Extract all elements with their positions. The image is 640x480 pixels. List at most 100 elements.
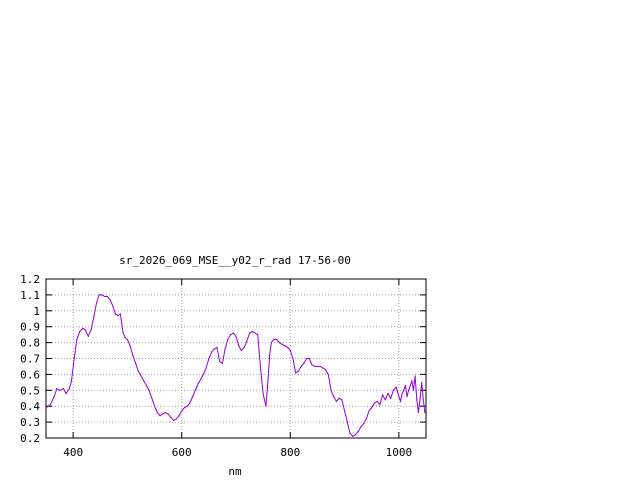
data-point bbox=[65, 392, 67, 395]
data-point bbox=[251, 330, 253, 333]
data-point bbox=[408, 389, 410, 391]
data-point bbox=[330, 389, 332, 391]
data-point bbox=[414, 375, 416, 377]
data-point bbox=[68, 388, 70, 390]
data-point bbox=[145, 384, 148, 387]
data-point bbox=[357, 431, 359, 433]
y-tick-label: 0.7 bbox=[20, 353, 40, 366]
x-tick-label: 600 bbox=[172, 446, 192, 459]
y-tick-label: 1 bbox=[33, 305, 40, 318]
data-point bbox=[202, 373, 205, 375]
data-point bbox=[412, 389, 415, 391]
series-points bbox=[45, 294, 426, 438]
data-point bbox=[49, 404, 51, 406]
data-point bbox=[129, 345, 131, 347]
data-point bbox=[183, 407, 186, 409]
data-point bbox=[167, 413, 169, 415]
data-point bbox=[371, 407, 373, 409]
data-point bbox=[122, 332, 124, 334]
data-point bbox=[376, 400, 378, 403]
data-point bbox=[208, 357, 210, 360]
data-point bbox=[62, 388, 64, 390]
data-point bbox=[365, 418, 367, 420]
data-point bbox=[101, 294, 103, 296]
data-point bbox=[151, 397, 153, 399]
data-point bbox=[399, 400, 402, 403]
data-point bbox=[368, 410, 370, 412]
data-point bbox=[343, 410, 346, 412]
data-point bbox=[112, 305, 114, 307]
data-point bbox=[384, 399, 386, 401]
data-point bbox=[265, 405, 267, 407]
data-point bbox=[205, 367, 207, 369]
data-point bbox=[143, 380, 145, 382]
data-point bbox=[76, 338, 78, 341]
x-tick-label: 800 bbox=[280, 446, 300, 459]
data-point bbox=[352, 435, 354, 438]
y-tick-label: 0.3 bbox=[20, 416, 40, 429]
data-point bbox=[292, 357, 294, 360]
data-point bbox=[424, 411, 426, 414]
data-point bbox=[53, 396, 55, 398]
data-point bbox=[216, 346, 218, 348]
data-point bbox=[349, 432, 351, 434]
data-point bbox=[106, 295, 108, 298]
data-point bbox=[308, 357, 310, 360]
data-point bbox=[164, 411, 167, 414]
x-axis-label: nm bbox=[228, 465, 242, 478]
data-point bbox=[335, 400, 338, 403]
data-point bbox=[295, 372, 297, 374]
data-point bbox=[416, 399, 418, 401]
data-point bbox=[191, 396, 194, 398]
data-point bbox=[322, 367, 324, 369]
data-point bbox=[56, 388, 58, 390]
data-point bbox=[324, 369, 327, 371]
data-point bbox=[172, 419, 175, 422]
y-tick-label: 0.9 bbox=[20, 321, 40, 334]
data-point bbox=[248, 332, 251, 334]
data-point bbox=[224, 348, 226, 350]
x-tick-label: 1000 bbox=[386, 446, 413, 459]
data-point bbox=[232, 332, 234, 334]
data-point bbox=[140, 375, 142, 377]
data-point bbox=[170, 416, 172, 418]
data-point bbox=[273, 338, 275, 341]
data-point bbox=[387, 392, 389, 395]
data-point bbox=[284, 345, 286, 347]
data-point bbox=[221, 362, 224, 364]
data-point bbox=[390, 397, 392, 399]
data-point bbox=[406, 396, 408, 398]
data-point bbox=[319, 365, 321, 368]
y-tick-label: 0.6 bbox=[20, 368, 40, 381]
y-tick-label: 1.1 bbox=[20, 289, 40, 302]
data-point bbox=[189, 402, 191, 404]
data-point bbox=[109, 299, 111, 301]
data-point bbox=[162, 413, 164, 415]
data-point bbox=[379, 404, 381, 406]
data-point bbox=[181, 410, 183, 412]
data-point bbox=[137, 370, 139, 372]
chart-title: sr_2026_069_MSE__y02_r_rad 17-56-00 bbox=[119, 254, 351, 267]
data-point bbox=[316, 365, 319, 368]
data-point bbox=[126, 338, 129, 341]
axis-ticks bbox=[46, 278, 426, 439]
data-point bbox=[134, 362, 137, 364]
data-point bbox=[257, 334, 259, 336]
data-point bbox=[210, 351, 213, 353]
data-point bbox=[87, 335, 89, 337]
data-point bbox=[333, 396, 335, 398]
data-point bbox=[98, 294, 100, 296]
data-point bbox=[90, 329, 92, 331]
data-point bbox=[411, 380, 413, 382]
y-tick-label: 0.2 bbox=[20, 432, 40, 445]
data-point bbox=[104, 295, 106, 298]
y-tick-label: 0.4 bbox=[20, 400, 40, 413]
data-point bbox=[70, 380, 73, 382]
data-point bbox=[238, 345, 240, 347]
data-point bbox=[243, 346, 245, 348]
data-point bbox=[303, 362, 305, 364]
data-point bbox=[124, 337, 126, 339]
data-point bbox=[404, 384, 406, 387]
y-tick-label: 1.2 bbox=[20, 273, 40, 286]
